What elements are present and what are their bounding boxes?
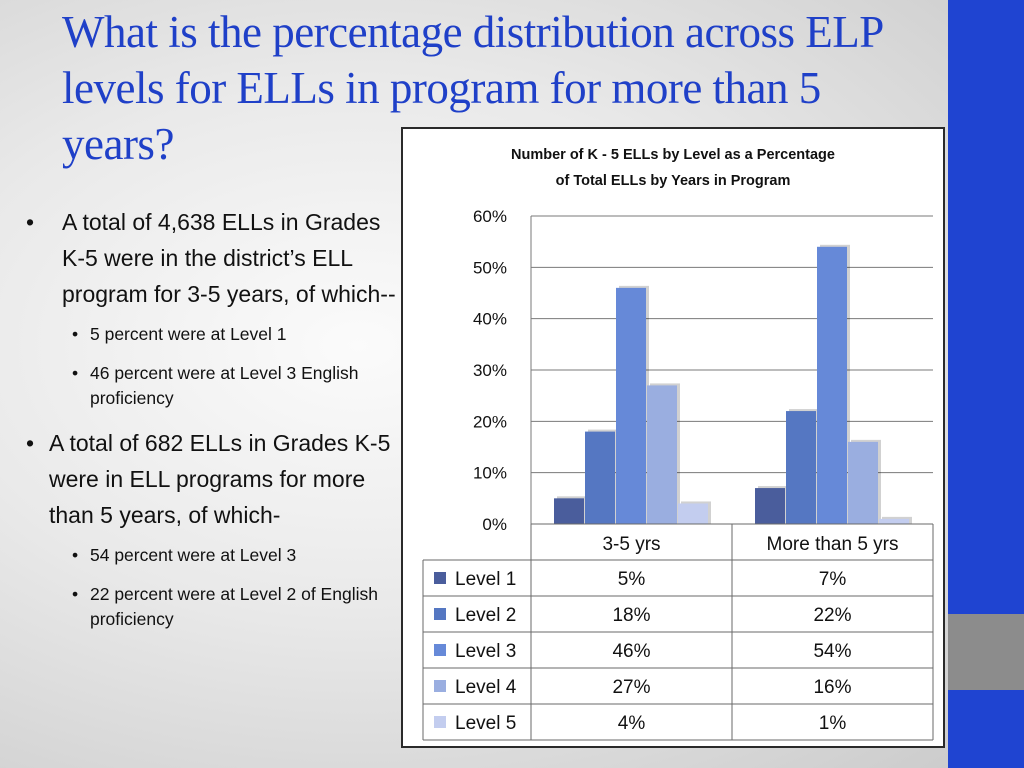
legend-swatch [434,608,446,620]
table-value-cell: 4% [618,713,646,734]
y-tick-label: 0% [482,515,507,534]
sub-bullet-2-1: • 54 percent were at Level 3 [22,543,402,568]
bullet-1: • A total of 4,638 ELLs in Grades K-5 we… [22,204,402,312]
table-value-cell: 18% [612,605,650,626]
legend-label: Level 4 [455,677,517,698]
bar-level-2-1 [585,431,615,524]
bullet-marker: • [72,363,79,383]
sub-bullet-1-2-text: 46 percent were at Level 3 English profi… [90,363,359,408]
bar-level-4-2 [848,441,878,524]
bar-level-1-1 [554,498,584,524]
table-value-cell: 5% [618,569,646,590]
bar-level-2-2 [786,411,816,524]
bar-chart: Number of K - 5 ELLs by Level as a Perce… [422,147,934,741]
sub-bullet-1-1-text: 5 percent were at Level 1 [90,324,287,344]
slide-title: What is the percentage distribution acro… [62,7,883,169]
y-tick-label: 40% [473,310,507,329]
legend-swatch [434,680,446,692]
bullet-1-text: A total of 4,638 ELLs in Grades K-5 were… [62,209,396,307]
sub-bullet-1-2: • 46 percent were at Level 3 English pro… [22,361,402,411]
table-value-cell: 22% [813,605,851,626]
bullet-marker: • [26,430,35,456]
bullet-marker: • [72,324,79,344]
sub-bullet-2-1-text: 54 percent were at Level 3 [90,545,297,565]
bar-level-1-2 [755,488,785,524]
chart-title-line-1: Number of K - 5 ELLs by Level as a Perce… [511,147,835,163]
legend-label: Level 3 [455,641,516,662]
y-tick-label: 10% [473,464,507,483]
sub-bullet-2-2: • 22 percent were at Level 2 of English … [22,582,402,632]
sub-bullet-2-2-text: 22 percent were at Level 2 of English pr… [90,584,378,629]
table-value-cell: 46% [612,641,650,662]
sub-bullet-1-1: • 5 percent were at Level 1 [22,322,402,347]
bullet-marker: • [26,209,35,235]
bar-level-5-2 [879,518,909,524]
bullet-marker: • [72,545,79,565]
chart-panel: Number of K - 5 ELLs by Level as a Perce… [401,127,945,748]
bullet-marker: • [72,584,79,604]
y-tick-label: 30% [473,361,507,380]
table-value-cell: 54% [813,641,851,662]
plot-area: 0% 10% 20% 30% 40% 50% 60% [473,207,933,534]
data-table: 3-5 yrs More than 5 yrs Level 1 5% 7% Level 2… [422,523,934,741]
y-tick-label: 60% [473,207,507,226]
bar-level-5-1 [678,503,708,524]
chart-title-line-2: of Total ELLs by Years in Program [556,173,791,189]
table-value-cell: 7% [819,569,847,590]
table-value-cell: 1% [819,713,847,734]
bullet-list: • A total of 4,638 ELLs in Grades K-5 we… [22,204,402,646]
legend-label: Level 2 [455,605,516,626]
chart-title: Number of K - 5 ELLs by Level as a Perce… [511,147,835,189]
y-tick-label: 50% [473,258,507,277]
bar-level-3-2 [817,246,847,525]
legend-label: Level 1 [455,569,516,590]
table-header-cell: More than 5 yrs [767,534,899,555]
legend-swatch [434,716,446,728]
y-tick-label: 20% [473,412,507,431]
legend-swatch [434,572,446,584]
side-accent-block [948,614,1024,690]
table-value-cell: 16% [813,677,851,698]
bullet-2: • A total of 682 ELLs in Grades K-5 were… [22,425,402,533]
bar-level-4-1 [647,385,677,524]
bar-level-3-1 [616,287,646,524]
legend-swatch [434,644,446,656]
bullet-2-text: A total of 682 ELLs in Grades K-5 were i… [49,430,391,528]
legend-label: Level 5 [455,713,516,734]
table-value-cell: 27% [612,677,650,698]
table-header-cell: 3-5 yrs [602,534,660,555]
